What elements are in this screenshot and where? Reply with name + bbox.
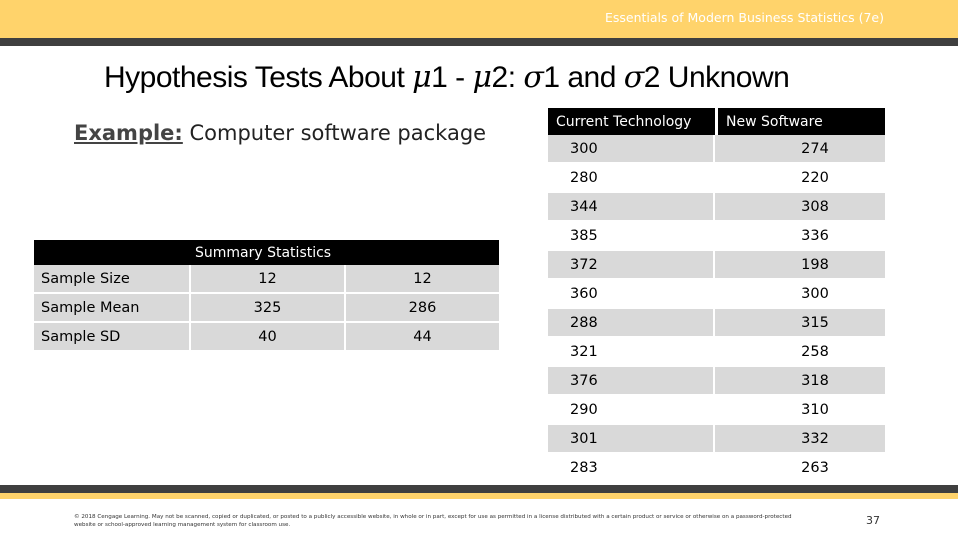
- col-header-current-technology: Current Technology: [548, 108, 715, 135]
- cell-value: 12: [191, 265, 344, 292]
- table-row: 385 336: [548, 222, 885, 251]
- and-word: and: [559, 61, 624, 94]
- cell-new-software: 332: [715, 425, 885, 452]
- example-text: Computer software package: [182, 121, 487, 145]
- table-row: 372 198: [548, 251, 885, 280]
- cell-value: 325: [191, 294, 344, 321]
- data-table-body: 300 274 280 220 344 308 385 336 372 198 360 300 288 3…: [548, 135, 885, 483]
- sigma-symbol: σ: [523, 60, 544, 95]
- mu-symbol: μ: [412, 60, 432, 95]
- cell-current-technology: 300: [548, 135, 713, 162]
- cell-value: 286: [346, 294, 499, 321]
- col-header-new-software: New Software: [715, 108, 885, 135]
- cell-new-software: 315: [715, 309, 885, 336]
- row-label: Sample Size: [34, 265, 189, 292]
- data-table: Current Technology New Software 300 274 28…: [548, 108, 885, 483]
- summary-table: Summary Statistics Sample Size 12 12 Sam…: [34, 240, 499, 352]
- cell-value: 12: [346, 265, 499, 292]
- table-row: Sample Size 12 12: [34, 265, 499, 294]
- data-table-header: Current Technology New Software: [548, 108, 885, 135]
- cell-new-software: 308: [715, 193, 885, 220]
- cell-new-software: 300: [715, 280, 885, 307]
- cell-new-software: 318: [715, 367, 885, 394]
- example-label: Example:: [74, 121, 183, 145]
- cell-current-technology: 376: [548, 367, 713, 394]
- cell-new-software: 263: [715, 454, 885, 481]
- table-row: 300 274: [548, 135, 885, 164]
- example-line: Example: Computer software package: [74, 121, 486, 145]
- cell-value: 40: [191, 323, 344, 350]
- cell-current-technology: 321: [548, 338, 713, 365]
- table-row: 290 310: [548, 396, 885, 425]
- subscript-2: 2: [491, 61, 509, 94]
- cell-value: 44: [346, 323, 499, 350]
- subscript-1: 1: [431, 61, 448, 94]
- title-prefix: Hypothesis Tests About: [104, 61, 413, 94]
- cell-new-software: 336: [715, 222, 885, 249]
- table-row: 288 315: [548, 309, 885, 338]
- cell-current-technology: 301: [548, 425, 713, 452]
- slide-title: Hypothesis Tests About μ1 - μ2: σ1 and σ…: [104, 60, 790, 95]
- table-row: 344 308: [548, 193, 885, 222]
- table-row: 280 220: [548, 164, 885, 193]
- mu-symbol-2: μ: [472, 60, 493, 95]
- cell-new-software: 274: [715, 135, 885, 162]
- table-row: 376 318: [548, 367, 885, 396]
- bottom-divider: [0, 485, 958, 493]
- top-banner: Essentials of Modern Business Statistics…: [0, 0, 958, 38]
- table-row: 283 263: [548, 454, 885, 483]
- cell-current-technology: 283: [548, 454, 713, 481]
- cell-current-technology: 344: [548, 193, 713, 220]
- table-row: Sample Mean 325 286: [34, 294, 499, 323]
- table-row: 321 258: [548, 338, 885, 367]
- row-label: Sample Mean: [34, 294, 189, 321]
- cell-new-software: 220: [715, 164, 885, 191]
- cell-current-technology: 360: [548, 280, 713, 307]
- table-row: Sample SD 40 44: [34, 323, 499, 352]
- cell-current-technology: 385: [548, 222, 713, 249]
- minus-sign: -: [447, 61, 473, 94]
- title-suffix: Unknown: [659, 61, 790, 94]
- cell-new-software: 310: [715, 396, 885, 423]
- table-row: 360 300: [548, 280, 885, 309]
- subscript-1b: 1: [543, 61, 560, 94]
- course-title: Essentials of Modern Business Statistics…: [604, 10, 884, 25]
- cell-current-technology: 280: [548, 164, 713, 191]
- cell-new-software: 258: [715, 338, 885, 365]
- sigma-symbol-2: σ: [623, 60, 644, 95]
- cell-current-technology: 288: [548, 309, 713, 336]
- page-number: 37: [866, 514, 880, 527]
- cell-current-technology: 372: [548, 251, 713, 278]
- bottom-banner: [0, 493, 958, 499]
- row-label: Sample SD: [34, 323, 189, 350]
- colon: :: [507, 61, 524, 94]
- top-divider: [0, 38, 958, 46]
- cell-current-technology: 290: [548, 396, 713, 423]
- subscript-2b: 2: [643, 61, 661, 94]
- table-row: 301 332: [548, 425, 885, 454]
- cell-new-software: 198: [715, 251, 885, 278]
- copyright-notice: © 2018 Cengage Learning. May not be scan…: [74, 514, 792, 528]
- summary-header: Summary Statistics: [34, 240, 499, 265]
